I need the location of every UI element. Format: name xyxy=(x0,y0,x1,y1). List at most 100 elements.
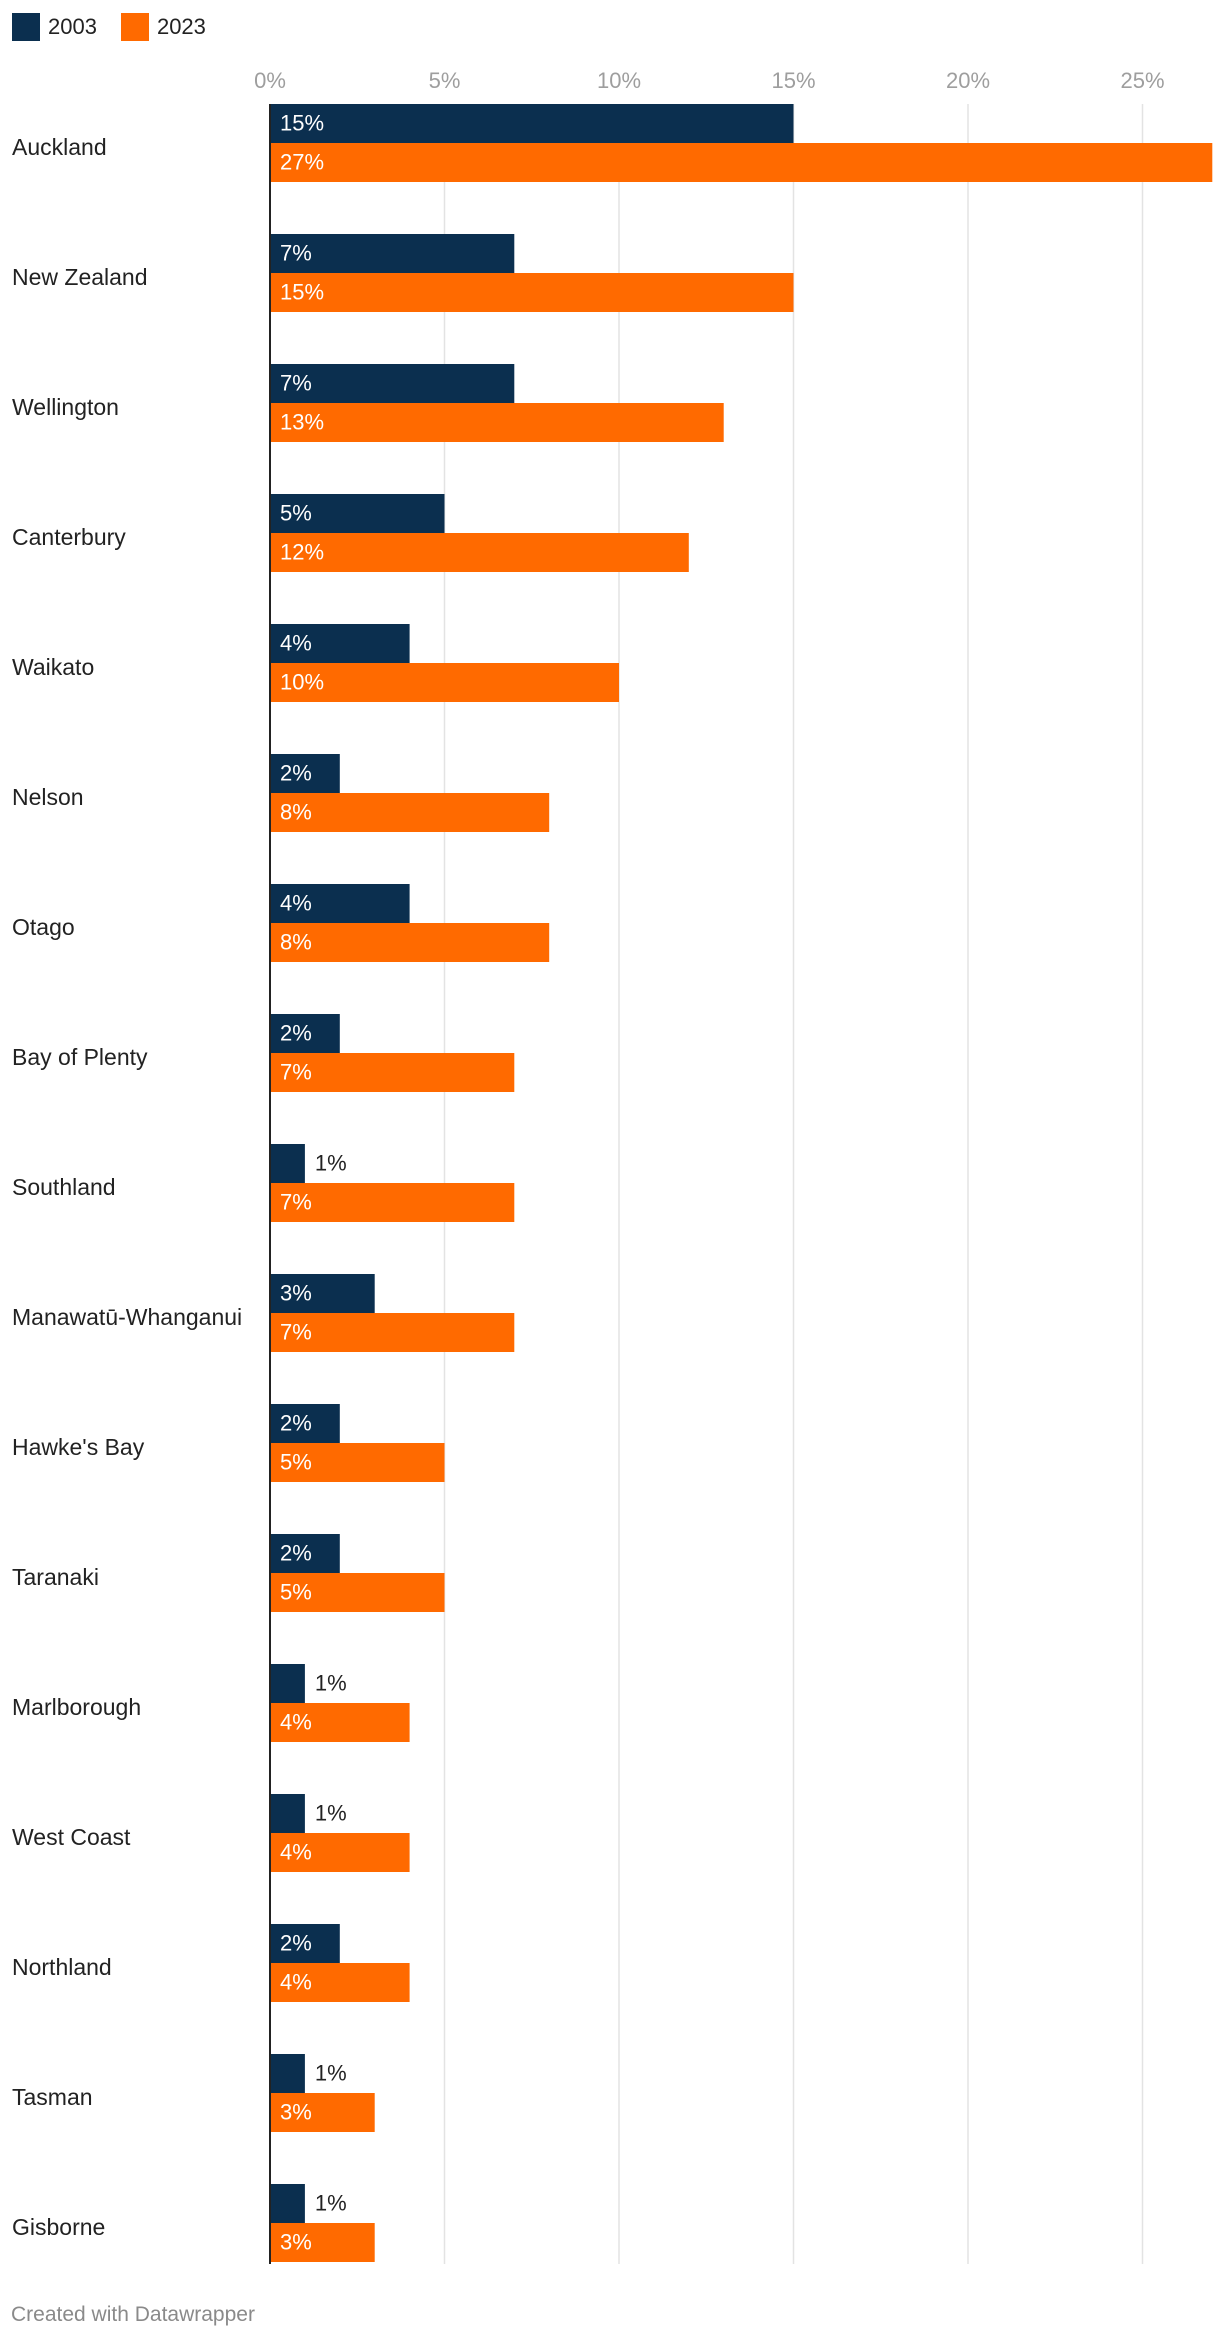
data-label-2023-wellington: 13% xyxy=(280,409,324,434)
data-label-2023-northland: 4% xyxy=(280,1969,312,1994)
bar-2003-southland xyxy=(270,1144,305,1183)
data-label-2023-west-coast: 4% xyxy=(280,1839,312,1864)
data-label-2023-hawke-s-bay: 5% xyxy=(280,1449,312,1474)
legend-swatch-2003 xyxy=(12,13,40,41)
category-label-manawat-whanganui: Manawatū-Whanganui xyxy=(12,1304,242,1330)
bars: 15%27%7%15%7%13%5%12%4%10%2%8%4%8%2%7%1%… xyxy=(270,104,1213,2262)
bar-2003-manawat-whanganui xyxy=(270,1274,375,1313)
data-label-2023-otago: 8% xyxy=(280,929,312,954)
bar-2003-canterbury xyxy=(270,494,445,533)
category-label-canterbury: Canterbury xyxy=(12,524,126,550)
data-label-2023-southland: 7% xyxy=(280,1189,312,1214)
data-label-2003-wellington: 7% xyxy=(280,370,312,395)
data-label-2023-gisborne: 3% xyxy=(280,2229,312,2254)
data-label-2003-waikato: 4% xyxy=(280,630,312,655)
bar-2023-waikato xyxy=(270,663,619,702)
footer-credit: Created with Datawrapper xyxy=(11,2303,255,2326)
bar-2003-tasman xyxy=(270,2054,305,2093)
bar-2023-manawat-whanganui xyxy=(270,1313,515,1352)
category-label-otago: Otago xyxy=(12,914,75,940)
data-label-2023-manawat-whanganui: 7% xyxy=(280,1319,312,1344)
category-label-bay-of-plenty: Bay of Plenty xyxy=(12,1044,148,1070)
data-label-2003-manawat-whanganui: 3% xyxy=(280,1280,312,1305)
category-label-gisborne: Gisborne xyxy=(12,2214,105,2240)
bar-2023-taranaki xyxy=(270,1573,445,1612)
data-label-2023-tasman: 3% xyxy=(280,2099,312,2124)
bar-2023-auckland xyxy=(270,143,1213,182)
category-label-nelson: Nelson xyxy=(12,784,84,810)
data-label-2003-tasman: 1% xyxy=(315,2060,347,2085)
data-label-2023-nelson: 8% xyxy=(280,799,312,824)
data-label-2023-taranaki: 5% xyxy=(280,1579,312,1604)
bar-2003-new-zealand xyxy=(270,234,515,273)
x-tick-label-15: 15% xyxy=(771,68,815,93)
data-label-2003-bay-of-plenty: 2% xyxy=(280,1020,312,1045)
bar-2003-waikato xyxy=(270,624,410,663)
data-label-2003-northland: 2% xyxy=(280,1930,312,1955)
data-label-2003-auckland: 15% xyxy=(280,110,324,135)
bar-2023-nelson xyxy=(270,793,550,832)
data-label-2003-otago: 4% xyxy=(280,890,312,915)
data-label-2023-new-zealand: 15% xyxy=(280,279,324,304)
x-tick-label-20: 20% xyxy=(946,68,990,93)
bar-2023-canterbury xyxy=(270,533,689,572)
bar-2023-gisborne xyxy=(270,2223,375,2262)
x-tick-label-10: 10% xyxy=(597,68,641,93)
bar-2023-new-zealand xyxy=(270,273,794,312)
data-label-2023-marlborough: 4% xyxy=(280,1709,312,1734)
legend-item-2003: 2003 xyxy=(12,13,97,41)
data-label-2003-gisborne: 1% xyxy=(315,2190,347,2215)
x-tick-label-5: 5% xyxy=(429,68,461,93)
data-label-2003-taranaki: 2% xyxy=(280,1540,312,1565)
bar-2023-west-coast xyxy=(270,1833,410,1872)
bar-2003-west-coast xyxy=(270,1794,305,1833)
bar-2003-bay-of-plenty xyxy=(270,1014,340,1053)
bar-2023-bay-of-plenty xyxy=(270,1053,515,1092)
category-label-southland: Southland xyxy=(12,1174,116,1200)
category-label-northland: Northland xyxy=(12,1954,112,1980)
data-label-2023-waikato: 10% xyxy=(280,669,324,694)
category-label-new-zealand: New Zealand xyxy=(12,264,148,290)
category-label-taranaki: Taranaki xyxy=(12,1564,99,1590)
data-label-2003-new-zealand: 7% xyxy=(280,240,312,265)
data-label-2003-nelson: 2% xyxy=(280,760,312,785)
category-label-auckland: Auckland xyxy=(12,134,107,160)
bar-2023-otago xyxy=(270,923,550,962)
bar-2003-nelson xyxy=(270,754,340,793)
category-label-marlborough: Marlborough xyxy=(12,1694,141,1720)
bar-2003-marlborough xyxy=(270,1664,305,1703)
x-axis-ticks: 0% 5% 10% 15% 20% 25% xyxy=(254,68,1164,93)
data-label-2003-marlborough: 1% xyxy=(315,1670,347,1695)
category-label-west-coast: West Coast xyxy=(12,1824,131,1850)
grid-lines xyxy=(443,104,1144,2264)
data-label-2023-auckland: 27% xyxy=(280,149,324,174)
bar-2023-tasman xyxy=(270,2093,375,2132)
legend: 2003 2023 xyxy=(12,12,206,42)
bar-2003-hawke-s-bay xyxy=(270,1404,340,1443)
data-label-2003-southland: 1% xyxy=(315,1150,347,1175)
data-label-2023-bay-of-plenty: 7% xyxy=(280,1059,312,1084)
legend-label-2023: 2023 xyxy=(156,14,206,39)
category-labels: Auckland New Zealand Wellington Canterbury W… xyxy=(12,134,242,2240)
bar-2003-otago xyxy=(270,884,410,923)
data-label-2003-hawke-s-bay: 2% xyxy=(280,1410,312,1435)
bar-2003-northland xyxy=(270,1924,340,1963)
bar-2003-auckland xyxy=(270,104,794,143)
bar-2003-taranaki xyxy=(270,1534,340,1573)
legend-label-2003: 2003 xyxy=(48,14,97,39)
x-tick-label-0: 0% xyxy=(254,68,286,93)
category-label-wellington: Wellington xyxy=(12,394,119,420)
data-label-2003-canterbury: 5% xyxy=(280,500,312,525)
bar-2023-wellington xyxy=(270,403,724,442)
bar-2003-wellington xyxy=(270,364,515,403)
legend-item-2023: 2023 xyxy=(120,13,206,41)
bar-2023-northland xyxy=(270,1963,410,2002)
bar-2023-marlborough xyxy=(270,1703,410,1742)
data-label-2003-west-coast: 1% xyxy=(315,1800,347,1825)
category-label-tasman: Tasman xyxy=(12,2084,93,2110)
bar-2003-gisborne xyxy=(270,2184,305,2223)
legend-swatch-2023 xyxy=(120,13,149,41)
category-label-hawke-s-bay: Hawke's Bay xyxy=(12,1434,145,1460)
x-tick-label-25: 25% xyxy=(1120,68,1164,93)
